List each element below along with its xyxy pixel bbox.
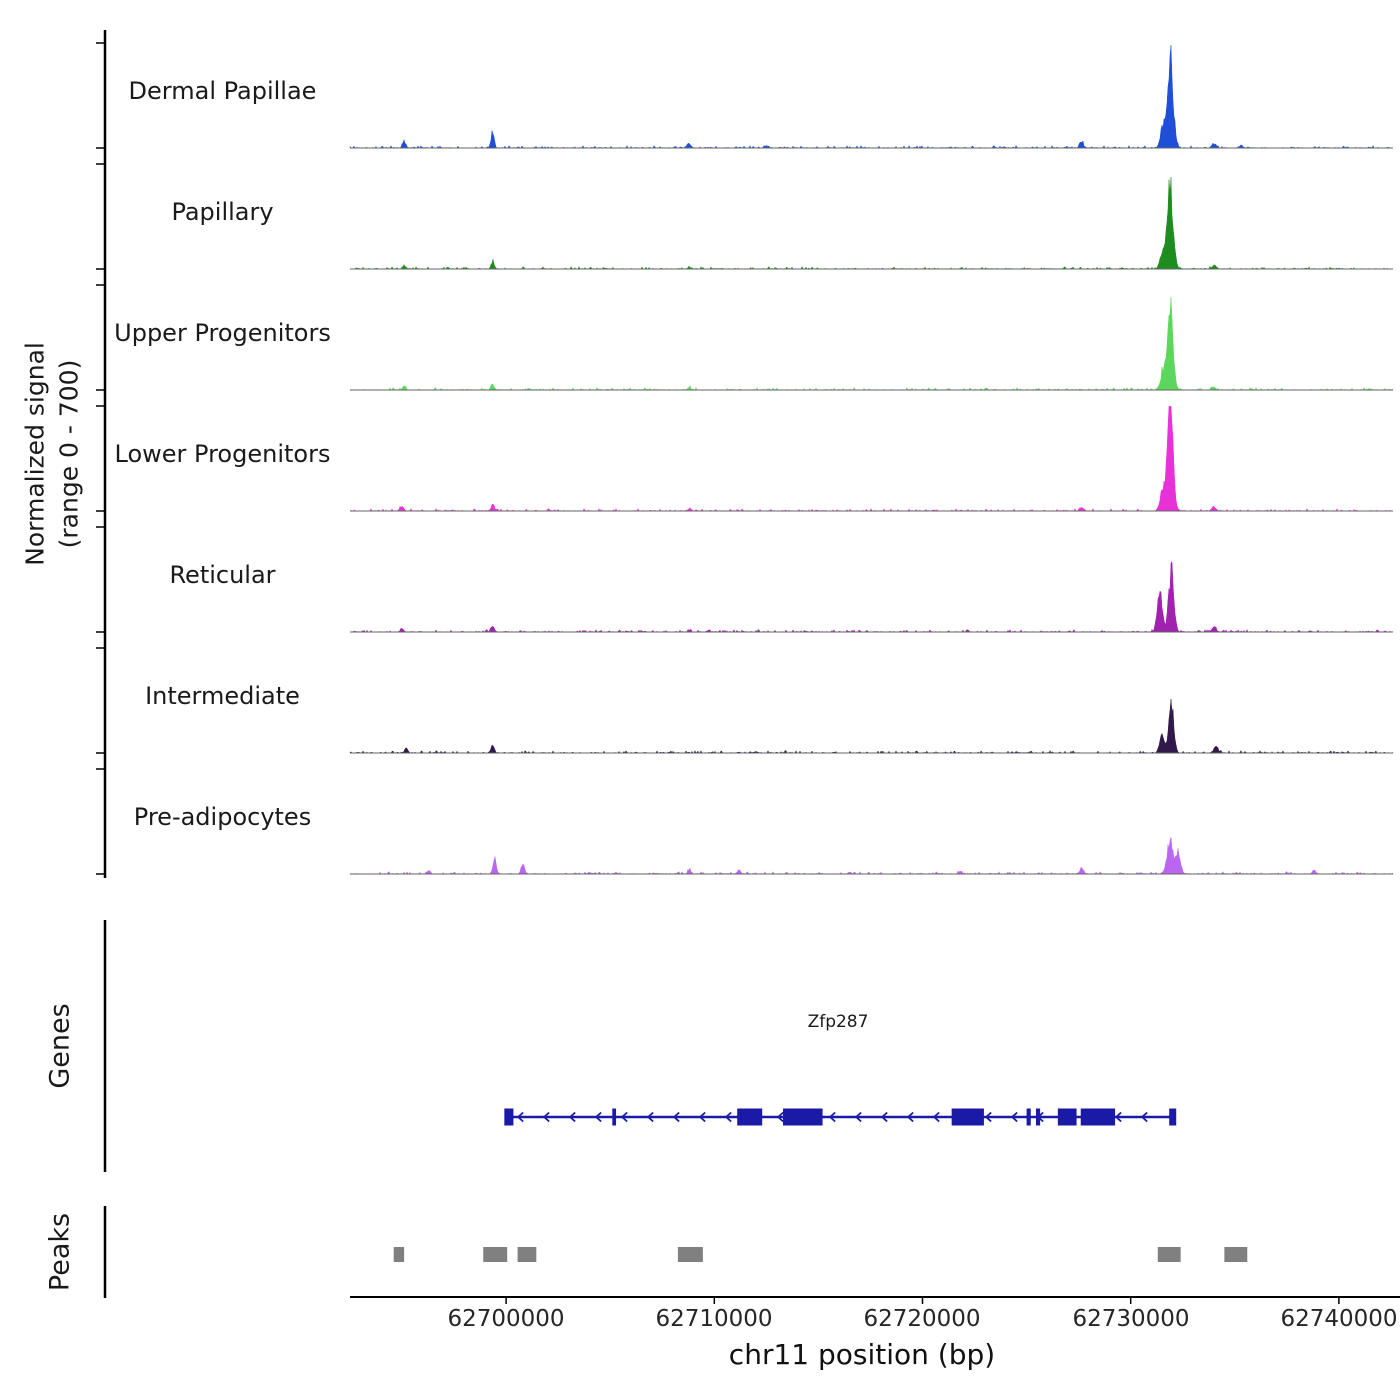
genes-section-label: Genes bbox=[44, 1003, 76, 1089]
gene-exon bbox=[783, 1108, 823, 1126]
strand-arrow-left bbox=[1010, 1111, 1018, 1123]
strand-arrow-left bbox=[984, 1111, 992, 1123]
strand-arrow-left bbox=[724, 1111, 732, 1123]
gene-exon bbox=[612, 1108, 617, 1126]
track-label-reticular: Reticular bbox=[169, 561, 276, 589]
peak-interval-box bbox=[677, 1247, 703, 1262]
track-label-upper-progenitors: Upper Progenitors bbox=[114, 319, 331, 347]
peaks-section-label: Peaks bbox=[44, 1212, 76, 1292]
gene-exon bbox=[1169, 1108, 1175, 1126]
strand-arrow-left bbox=[854, 1111, 862, 1123]
signal-track-3 bbox=[349, 405, 1393, 512]
strand-arrow-left bbox=[1140, 1111, 1148, 1123]
x-tick-label-62730000: 62730000 bbox=[1072, 1306, 1190, 1332]
y-axis-label: Normalized signal (range 0 - 700) bbox=[18, 342, 86, 566]
gene-name-label: Zfp287 bbox=[807, 1012, 869, 1032]
x-tick-label-62720000: 62720000 bbox=[863, 1306, 981, 1332]
gene-exon bbox=[737, 1108, 763, 1126]
track-label-dermal-papillae: Dermal Papillae bbox=[128, 77, 317, 105]
peak-interval-box bbox=[483, 1247, 508, 1262]
peak-interval-box bbox=[1224, 1247, 1248, 1262]
signal-track-6 bbox=[349, 837, 1394, 875]
x-tick-label-62700000: 62700000 bbox=[447, 1306, 565, 1332]
strand-arrow-left bbox=[906, 1111, 914, 1123]
signal-track-5 bbox=[349, 698, 1394, 754]
signal-track-0 bbox=[349, 45, 1393, 149]
gene-exon bbox=[951, 1108, 984, 1126]
gene-exon bbox=[1057, 1108, 1077, 1126]
peak-interval-box bbox=[517, 1247, 537, 1262]
strand-arrow-left bbox=[1114, 1111, 1122, 1123]
gene-exon bbox=[506, 1108, 514, 1126]
x-axis-title: chr11 position (bp) bbox=[728, 1338, 996, 1371]
track-label-papillary: Papillary bbox=[171, 198, 274, 226]
strand-arrow-left bbox=[932, 1111, 940, 1123]
gene-exon bbox=[1080, 1108, 1116, 1126]
strand-arrow-left bbox=[516, 1111, 524, 1123]
peak-interval-box bbox=[393, 1247, 405, 1262]
track-label-lower-progenitors: Lower Progenitors bbox=[114, 440, 331, 468]
signal-track-4 bbox=[350, 560, 1394, 633]
strand-arrow-left bbox=[672, 1111, 680, 1123]
peak-interval-box bbox=[1157, 1247, 1181, 1262]
track-label-pre-adipocytes: Pre-adipocytes bbox=[133, 803, 312, 831]
strand-arrow-left bbox=[828, 1111, 836, 1123]
strand-arrow-left bbox=[646, 1111, 654, 1123]
strand-arrow-left bbox=[594, 1111, 602, 1123]
x-tick-label-62710000: 62710000 bbox=[655, 1306, 773, 1332]
y-axis-label-line2: (range 0 - 700) bbox=[54, 359, 83, 549]
x-tick-label-62740000: 62740000 bbox=[1280, 1306, 1398, 1332]
strand-arrow-left bbox=[776, 1111, 784, 1123]
strand-arrow-left bbox=[568, 1111, 576, 1123]
track-label-intermediate: Intermediate bbox=[145, 682, 300, 710]
signal-track-1 bbox=[350, 177, 1393, 270]
strand-arrow-left bbox=[620, 1111, 628, 1123]
signal-track-2 bbox=[349, 297, 1394, 391]
strand-arrow-left bbox=[698, 1111, 706, 1123]
strand-arrow-left bbox=[542, 1111, 550, 1123]
gene-exon bbox=[1035, 1108, 1041, 1126]
strand-arrow-left bbox=[880, 1111, 888, 1123]
gene-exon bbox=[1026, 1108, 1031, 1126]
y-axis-label-line1: Normalized signal bbox=[20, 342, 50, 566]
